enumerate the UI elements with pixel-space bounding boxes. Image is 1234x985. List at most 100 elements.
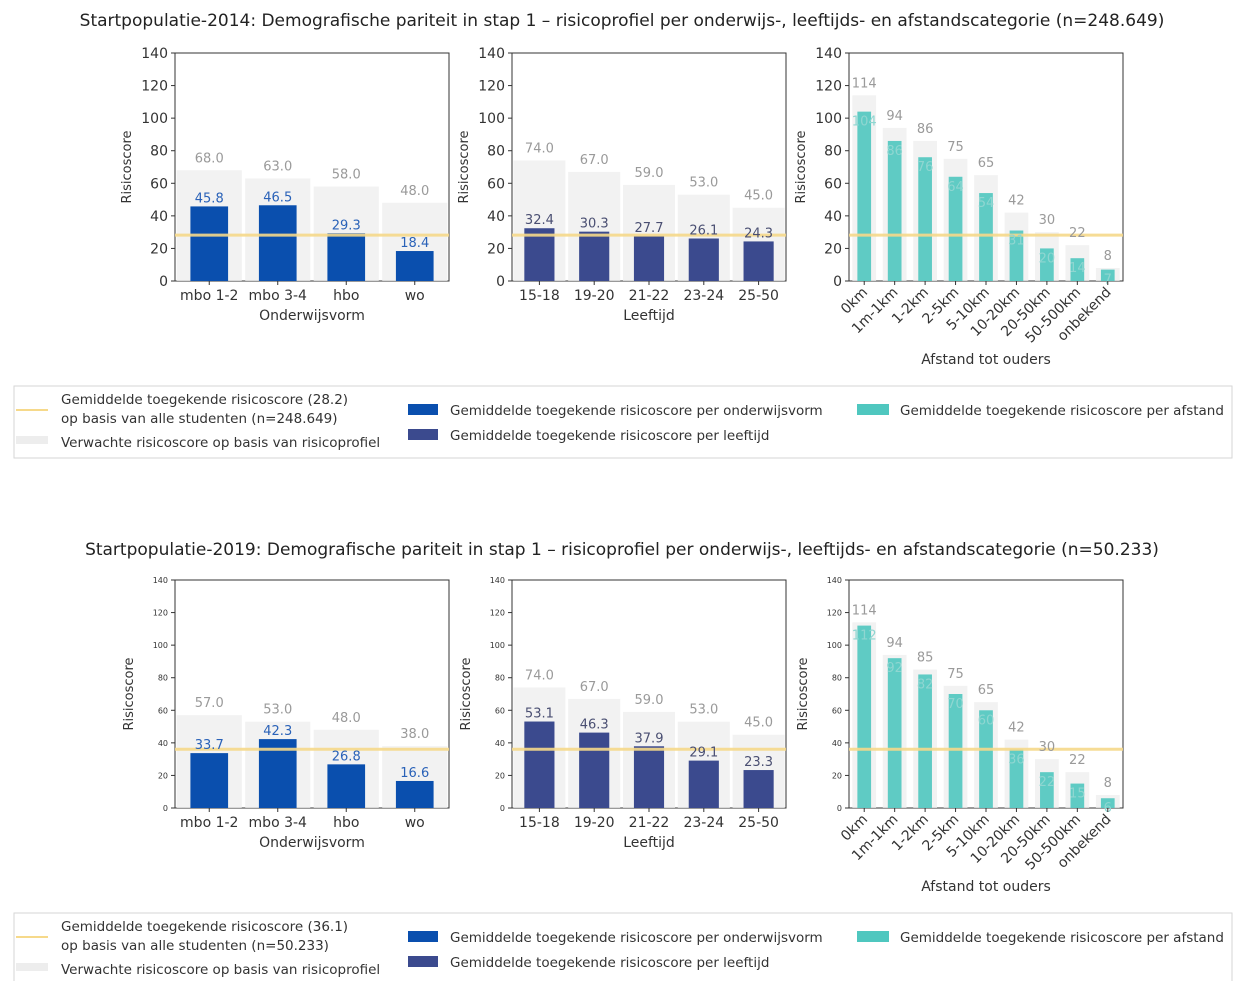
y-tick-label: 20 — [487, 241, 505, 257]
y-tick-label: 40 — [150, 209, 168, 225]
legend-label-onderwijs: Gemiddelde toegekende risicoscore per on… — [450, 403, 823, 419]
legend-label-mean: Gemiddelde toegekende risicoscore (36.1) — [61, 919, 348, 935]
actual-value-label: 46.5 — [263, 190, 292, 205]
actual-value-label: 29.3 — [332, 218, 361, 233]
actual-value-label: 36 — [1008, 752, 1025, 767]
actual-value-label: 112 — [852, 629, 877, 644]
actual-value-label: 7 — [1104, 273, 1112, 288]
actual-bar — [918, 674, 932, 808]
y-tick-label: 60 — [150, 176, 168, 192]
actual-bar — [190, 753, 229, 808]
actual-value-label: 54 — [978, 196, 995, 211]
x-tick-label: mbo 1-2 — [180, 288, 238, 304]
y-axis-label: Risicoscore — [122, 657, 137, 730]
actual-value-label: 70 — [947, 697, 964, 712]
y-tick-label: 140 — [815, 46, 842, 62]
actual-value-label: 60 — [978, 713, 995, 728]
y-tick-label: 120 — [827, 609, 842, 618]
actual-bar — [979, 193, 993, 281]
y-tick-label: 100 — [827, 641, 842, 650]
actual-bar — [327, 764, 366, 808]
actual-bar — [327, 233, 366, 281]
x-tick-label: 25-50 — [738, 815, 779, 831]
x-tick-label: hbo — [333, 288, 359, 304]
x-tick-label: 19-20 — [574, 815, 615, 831]
actual-bar — [743, 241, 774, 281]
expected-value-label: 59.0 — [635, 693, 664, 708]
actual-value-label: 64 — [947, 180, 964, 195]
y-tick-label: 80 — [158, 674, 168, 683]
actual-value-label: 27.7 — [635, 221, 664, 236]
legend-label-mean-2: op basis van alle studenten (n=50.233) — [61, 938, 329, 954]
legend-swatch-expected — [16, 436, 48, 444]
x-axis-label: Onderwijsvorm — [259, 835, 365, 851]
chart-title: Startpopulatie-2019: Demografische parit… — [85, 540, 1159, 560]
y-tick-label: 0 — [500, 804, 505, 813]
y-tick-label: 80 — [824, 144, 842, 160]
actual-value-label: 23.3 — [744, 755, 773, 770]
actual-value-label: 30.3 — [580, 217, 609, 232]
actual-bar — [395, 251, 434, 281]
expected-value-label: 58.0 — [332, 168, 361, 183]
legend-swatch-onderwijs — [408, 931, 438, 942]
y-tick-label: 20 — [158, 771, 168, 780]
expected-value-label: 86 — [917, 122, 934, 137]
legend-box — [13, 385, 1233, 459]
actual-bar — [524, 721, 555, 808]
expected-value-label: 65 — [978, 156, 995, 171]
expected-value-label: 94 — [886, 109, 903, 124]
expected-value-label: 8 — [1104, 249, 1112, 264]
actual-bar — [258, 205, 297, 281]
expected-value-label: 53.0 — [263, 703, 292, 718]
legend-swatch-expected — [16, 963, 48, 971]
y-tick-label: 100 — [141, 111, 168, 127]
expected-value-label: 8 — [1104, 776, 1112, 791]
expected-value-label: 63.0 — [263, 159, 292, 174]
y-tick-label: 40 — [487, 209, 505, 225]
x-axis-label: Afstand tot ouders — [921, 879, 1051, 895]
actual-value-label: 82 — [917, 677, 934, 692]
expected-value-label: 30 — [1039, 740, 1056, 755]
expected-value-label: 42 — [1008, 194, 1025, 209]
y-tick-label: 140 — [827, 576, 842, 585]
x-tick-label: 23-24 — [683, 815, 724, 831]
actual-bar — [633, 235, 665, 281]
actual-value-label: 45.8 — [195, 191, 224, 206]
expected-value-label: 67.0 — [580, 680, 609, 695]
actual-bar — [1100, 798, 1115, 808]
actual-value-label: 29.1 — [689, 746, 718, 761]
actual-bar — [1070, 783, 1085, 808]
actual-value-label: 76 — [917, 160, 934, 175]
expected-value-label: 57.0 — [195, 696, 224, 711]
y-tick-label: 100 — [153, 641, 168, 650]
y-tick-label: 140 — [141, 46, 168, 62]
y-tick-label: 20 — [495, 771, 505, 780]
y-tick-label: 120 — [815, 79, 842, 95]
expected-value-label: 75 — [947, 140, 964, 155]
actual-bar — [633, 746, 665, 808]
expected-value-label: 38.0 — [400, 727, 429, 742]
y-tick-label: 20 — [150, 241, 168, 257]
actual-value-label: 92 — [886, 661, 903, 676]
actual-bar — [190, 206, 229, 281]
legend-label-onderwijs: Gemiddelde toegekende risicoscore per on… — [450, 930, 823, 946]
expected-value-label: 85 — [917, 651, 934, 666]
x-tick-label: mbo 1-2 — [180, 815, 238, 831]
expected-value-label: 65 — [978, 683, 995, 698]
actual-value-label: 31 — [1008, 234, 1025, 249]
actual-value-label: 104 — [852, 115, 877, 130]
x-axis-label: Leeftijd — [623, 308, 675, 324]
legend-swatch-leeftijd — [408, 429, 438, 440]
y-tick-label: 80 — [832, 674, 842, 683]
x-tick-label: mbo 3-4 — [249, 288, 307, 304]
legend-label-expected: Verwachte risicoscore op basis van risic… — [61, 962, 380, 978]
x-tick-label: 19-20 — [574, 288, 615, 304]
actual-bar — [1040, 248, 1054, 281]
actual-bar — [688, 760, 719, 808]
expected-value-label: 30 — [1039, 213, 1056, 228]
expected-value-label: 53.0 — [689, 703, 718, 718]
y-tick-label: 140 — [153, 576, 168, 585]
expected-value-label: 45.0 — [744, 189, 773, 204]
